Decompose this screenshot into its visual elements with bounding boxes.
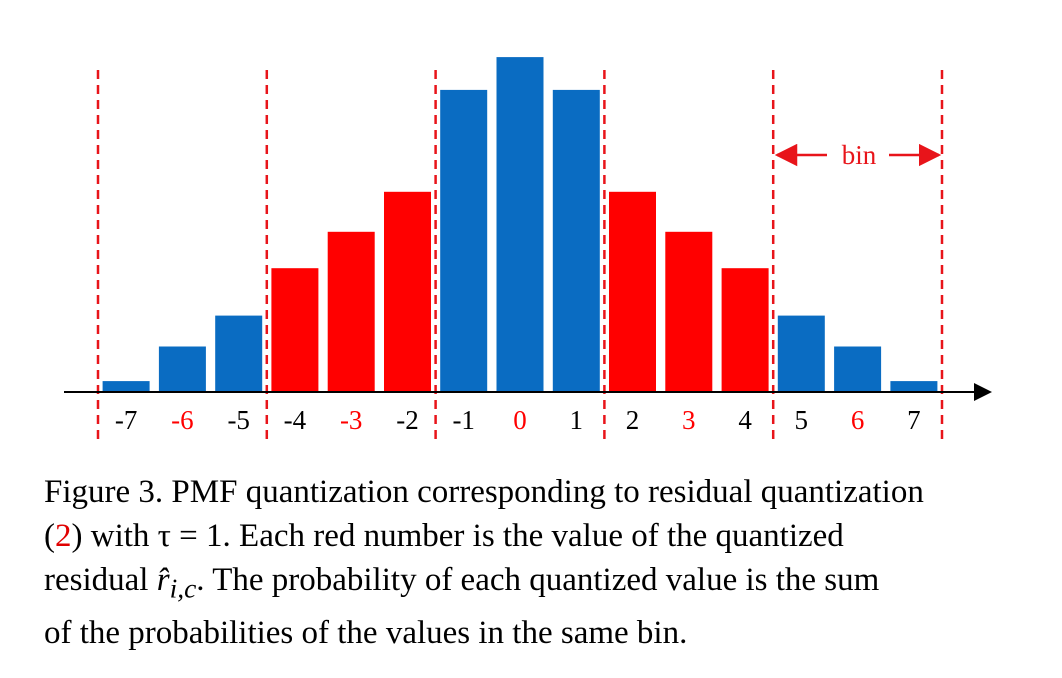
tick-label-7: 7 xyxy=(907,405,921,435)
residual-symbol: r̂ xyxy=(156,562,170,598)
tick-label--5: -5 xyxy=(227,405,250,435)
equation-reference-link[interactable]: 2 xyxy=(55,518,72,554)
tick-label-0: 0 xyxy=(513,405,527,435)
figure-caption: Figure 3. PMF quantization corresponding… xyxy=(44,470,1034,655)
bar--6 xyxy=(158,346,206,392)
bar-0 xyxy=(496,57,544,392)
bin-dividers xyxy=(96,70,944,440)
caption-line-1: Figure 3. PMF quantization corresponding… xyxy=(44,474,924,510)
tick-label-3: 3 xyxy=(682,405,696,435)
x-axis-arrowhead xyxy=(974,383,992,401)
bar-1 xyxy=(552,89,600,393)
tick-label--3: -3 xyxy=(340,405,363,435)
tick-label-4: 4 xyxy=(738,405,752,435)
bar-4 xyxy=(721,268,769,392)
bar-5 xyxy=(777,315,825,392)
tick-labels: -7 -6 -5 -4 -3 -2 -1 0 1 2 3 4 5 6 7 xyxy=(115,405,921,435)
bar-3 xyxy=(665,231,713,392)
x-axis xyxy=(64,383,992,401)
bar-6 xyxy=(834,346,882,392)
bar--1 xyxy=(440,89,488,393)
tick-label-2: 2 xyxy=(626,405,640,435)
tick-label-6: 6 xyxy=(851,405,865,435)
bar-2 xyxy=(609,191,656,392)
pmf-chart: -7 -6 -5 -4 -3 -2 -1 0 1 2 3 4 5 6 7 bin xyxy=(64,57,992,440)
tick-label--4: -4 xyxy=(284,405,307,435)
bin-annotation: bin xyxy=(774,140,942,170)
tick-label--2: -2 xyxy=(396,405,419,435)
caption-line-2: (2) with τ = 1. Each red number is the v… xyxy=(44,518,844,554)
bin-label: bin xyxy=(842,140,877,170)
caption-line-3: residual r̂i,c. The probability of each … xyxy=(44,562,880,604)
caption-line-4: of the probabilities of the values in th… xyxy=(44,614,688,651)
bar--3 xyxy=(327,231,375,392)
tick-label--1: -1 xyxy=(452,405,475,435)
bar--5 xyxy=(215,315,263,392)
tick-label--7: -7 xyxy=(115,405,138,435)
tick-label-1: 1 xyxy=(570,405,584,435)
bar-7 xyxy=(890,381,938,392)
bar--4 xyxy=(271,268,319,392)
bars-group xyxy=(102,57,938,393)
bar--2 xyxy=(384,191,431,392)
tick-label--6: -6 xyxy=(171,405,194,435)
bar--7 xyxy=(102,381,150,392)
tick-label-5: 5 xyxy=(795,405,809,435)
residual-subscript: i,c xyxy=(169,572,197,604)
